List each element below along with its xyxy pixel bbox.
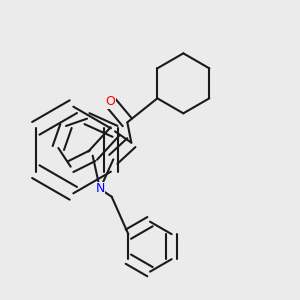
Text: N: N (95, 182, 105, 196)
Text: O: O (105, 95, 115, 108)
